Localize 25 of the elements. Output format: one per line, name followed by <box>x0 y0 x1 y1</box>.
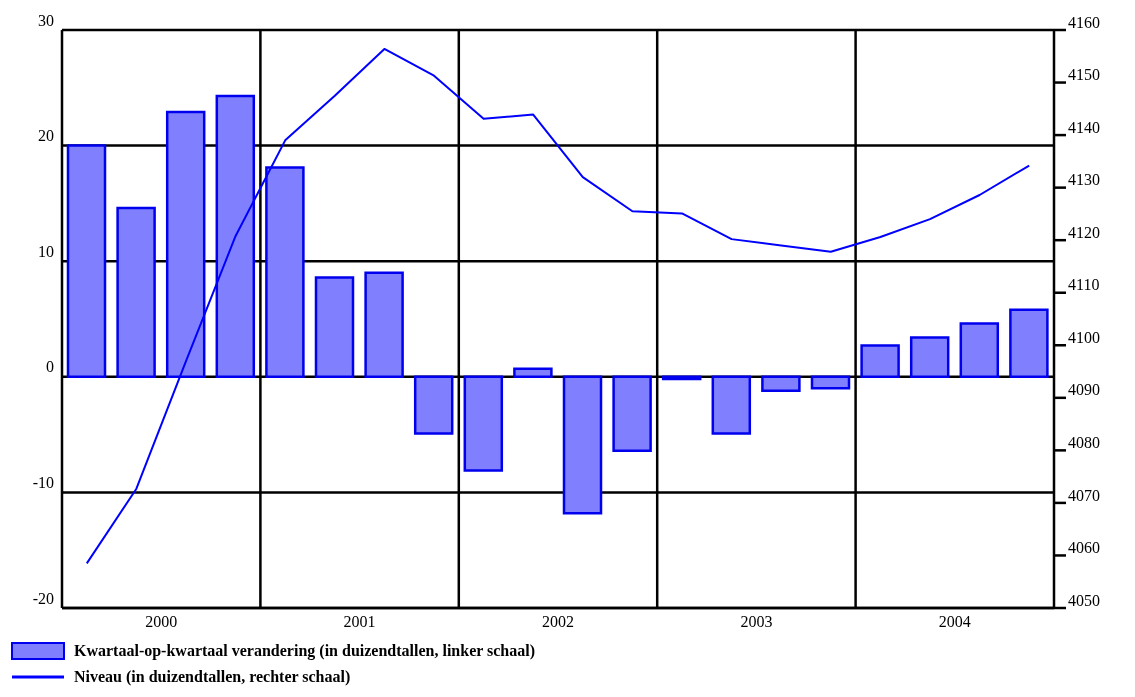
y2-tick-label: 4060 <box>1068 539 1100 557</box>
y-tick-label: -10 <box>32 474 54 492</box>
x-tick-label: 2004 <box>938 613 971 631</box>
x-tick-label: 2001 <box>343 613 376 631</box>
y2-tick-label: 4110 <box>1068 276 1100 294</box>
y2-tick-label: 4120 <box>1068 223 1100 241</box>
y2-tick-label: 4160 <box>1068 13 1100 31</box>
y-tick-label: -20 <box>32 589 54 607</box>
y2-tick-label: 4090 <box>1068 381 1100 399</box>
y-tick-label: 30 <box>38 11 54 29</box>
y2-tick-label: 4050 <box>1068 591 1100 609</box>
y2-tick-label: 4150 <box>1068 66 1100 84</box>
y2-tick-label: 4100 <box>1068 328 1100 346</box>
legend-label: Kwartaal-op-kwartaal verandering (in duizendtallen, linker schaal) <box>74 642 536 660</box>
x-tick-label: 2002 <box>542 613 574 631</box>
y2-tick-label: 4070 <box>1068 486 1100 504</box>
y-tick-label: 20 <box>38 127 54 145</box>
y-tick-label: 0 <box>46 358 54 376</box>
y2-tick-label: 4080 <box>1068 434 1100 452</box>
y-tick-label: 10 <box>38 242 54 260</box>
legend-label: Niveau (in duizendtallen, rechter schaal) <box>74 668 351 686</box>
y2-tick-label: 4140 <box>1068 118 1100 136</box>
x-tick-label: 2000 <box>145 613 178 631</box>
y2-tick-label: 4130 <box>1068 171 1100 189</box>
x-tick-label: 2003 <box>740 613 773 631</box>
